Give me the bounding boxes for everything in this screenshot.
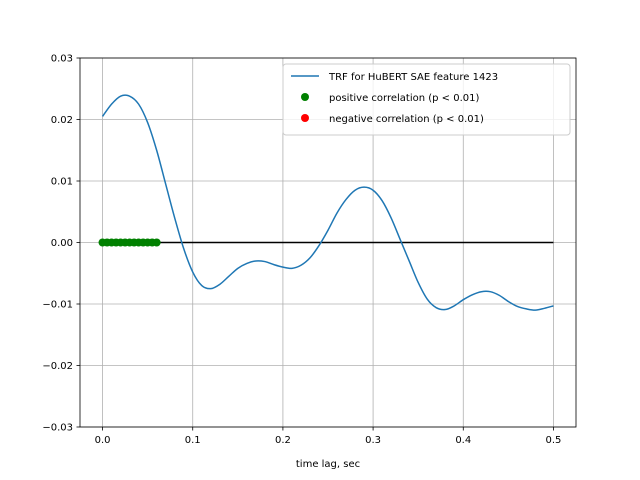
x-tick-label: 0.5 [546,435,562,446]
legend-marker-swatch [301,114,309,122]
correlation-point [152,238,161,247]
trf-line [101,94,554,311]
x-tick-label: 0.0 [95,435,111,446]
x-tick-label: 0.2 [275,435,291,446]
legend-label: negative correlation (p < 0.01) [329,114,484,125]
y-tick-label: −0.01 [42,300,73,311]
correlation-markers [98,238,161,247]
x-axis-label: time lag, sec [296,459,360,470]
legend-label: TRF for HuBERT SAE feature 1423 [328,72,498,83]
x-tick-label: 0.3 [365,435,381,446]
x-tick-label: 0.4 [455,435,471,446]
y-tick-label: 0.02 [51,115,73,126]
y-tick-label: 0.03 [51,54,73,65]
legend-label: positive correlation (p < 0.01) [329,93,479,104]
y-tick-label: −0.03 [42,423,73,434]
y-tick-label: −0.02 [42,361,73,372]
y-tick-label: 0.01 [51,177,73,188]
y-tick-label: 0.00 [51,238,73,249]
legend-box [282,63,571,136]
legend: TRF for HuBERT SAE feature 1423 positive … [282,63,571,136]
axis-ticks: 0.0 0.1 0.2 0.3 0.4 0.5 −0.03 −0.02 −0.01 0.00 0.0… [42,54,561,447]
x-tick-label: 0.1 [185,435,201,446]
trf-series [101,94,554,311]
legend-marker-swatch [301,93,309,101]
